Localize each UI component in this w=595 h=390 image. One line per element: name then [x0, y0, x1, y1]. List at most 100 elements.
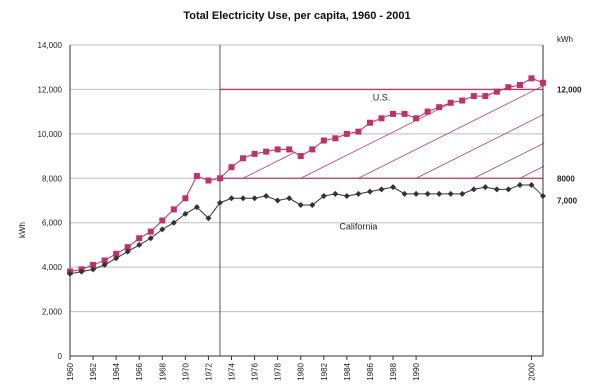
us-data-point [309, 146, 316, 153]
california-data-point [274, 197, 281, 204]
california-data-point [436, 190, 443, 197]
california-data-point [147, 235, 154, 242]
us-data-point [251, 150, 258, 157]
x-tick-label: 1982 [320, 362, 329, 380]
us-data-point [240, 155, 247, 162]
us-data-point [286, 146, 293, 153]
california-data-point [228, 195, 235, 202]
us-data-point [436, 104, 443, 111]
right-reference-label: 8000 [557, 174, 575, 183]
y-tick-label: 2,000 [42, 308, 63, 317]
y-tick-label: 6,000 [42, 219, 63, 228]
california-data-point [516, 181, 523, 188]
california-data-point [413, 190, 420, 197]
us-data-point [447, 99, 454, 106]
us-data-point [528, 75, 535, 82]
us-data-point [124, 244, 131, 251]
california-data-point [332, 190, 339, 197]
us-data-point [355, 128, 362, 135]
us-data-point [136, 235, 143, 242]
california-data-point [216, 199, 223, 206]
california-data-point [366, 188, 373, 195]
series-label-us: U.S. [373, 93, 391, 103]
x-tick-label: 1970 [181, 362, 190, 380]
us-data-point [493, 88, 500, 95]
us-data-point [159, 217, 166, 224]
x-tick-label: 1972 [204, 362, 213, 380]
california-data-point [355, 190, 362, 197]
right-axis-unit-label: kWh [557, 35, 573, 44]
us-data-point [401, 110, 408, 117]
california-data-point [309, 201, 316, 208]
california-data-point [378, 186, 385, 193]
california-data-point [459, 190, 466, 197]
us-data-point [193, 173, 200, 180]
california-data-point [205, 215, 212, 222]
hatch-line [473, 142, 545, 179]
us-data-point [205, 177, 212, 184]
california-data-point [320, 193, 327, 200]
us-data-point [113, 250, 120, 257]
us-data-point [182, 195, 189, 202]
us-data-point [366, 119, 373, 126]
california-data-point [101, 261, 108, 268]
california-data-point [193, 204, 200, 211]
california-data-point [240, 195, 247, 202]
series-layer [67, 75, 546, 277]
x-tick-label: 1962 [89, 362, 98, 380]
california-data-point [447, 190, 454, 197]
x-tick-label: 1968 [158, 362, 167, 380]
california-data-point [390, 184, 397, 191]
california-data-point [540, 193, 546, 200]
california-data-point [470, 186, 477, 193]
california-data-point [136, 241, 143, 248]
x-tick-label: 1986 [366, 362, 375, 380]
y-tick-label: 8,000 [42, 174, 63, 183]
us-data-point [297, 153, 304, 160]
california-data-point [401, 190, 408, 197]
y-axis-label: kWh [18, 222, 27, 238]
california-data-point [482, 184, 489, 191]
y-tick-label: 12,000 [38, 85, 63, 94]
labels-layer: U.S. California kWh kWh 12,000 8000 7,000 [18, 35, 582, 238]
us-data-point [170, 206, 177, 213]
california-data-point [78, 268, 85, 275]
us-data-point [505, 84, 512, 91]
x-tick-label: 1960 [66, 362, 75, 380]
us-data-point [540, 79, 546, 86]
y-tick-label: 10,000 [38, 130, 63, 139]
hatch-line [519, 165, 545, 179]
california-data-point [493, 186, 500, 193]
california-data-point [182, 210, 189, 217]
y-tick-label: 0 [58, 352, 63, 361]
us-data-point [263, 148, 270, 155]
california-data-point [263, 193, 270, 200]
hatch-line [415, 113, 545, 179]
us-data-point [90, 261, 97, 268]
us-data-point [101, 257, 108, 264]
us-data-point [378, 115, 385, 122]
california-data-point [343, 193, 350, 200]
us-data-point [216, 175, 223, 182]
us-data-point [459, 97, 466, 104]
hatch-line [242, 151, 296, 179]
grid-lines [70, 44, 543, 357]
us-data-point [413, 115, 420, 122]
california-data-point [528, 181, 535, 188]
chart-title: Total Electricity Use, per capita, 1960 … [183, 10, 410, 22]
california-data-point [251, 195, 258, 202]
us-data-point [424, 108, 431, 115]
hatch-line [300, 101, 454, 179]
us-data-point [482, 93, 489, 100]
x-tick-label: 1966 [135, 362, 144, 380]
california-data-point [90, 266, 97, 273]
x-tick-label: 1990 [412, 362, 421, 380]
california-data-point [124, 248, 131, 255]
us-data-point [147, 228, 154, 235]
y-tick-label: 4,000 [42, 263, 63, 272]
x-tick-label: 1984 [343, 362, 352, 380]
x-tick-label: 1964 [112, 362, 121, 380]
hatch-region [242, 84, 545, 179]
us-data-point [343, 130, 350, 137]
